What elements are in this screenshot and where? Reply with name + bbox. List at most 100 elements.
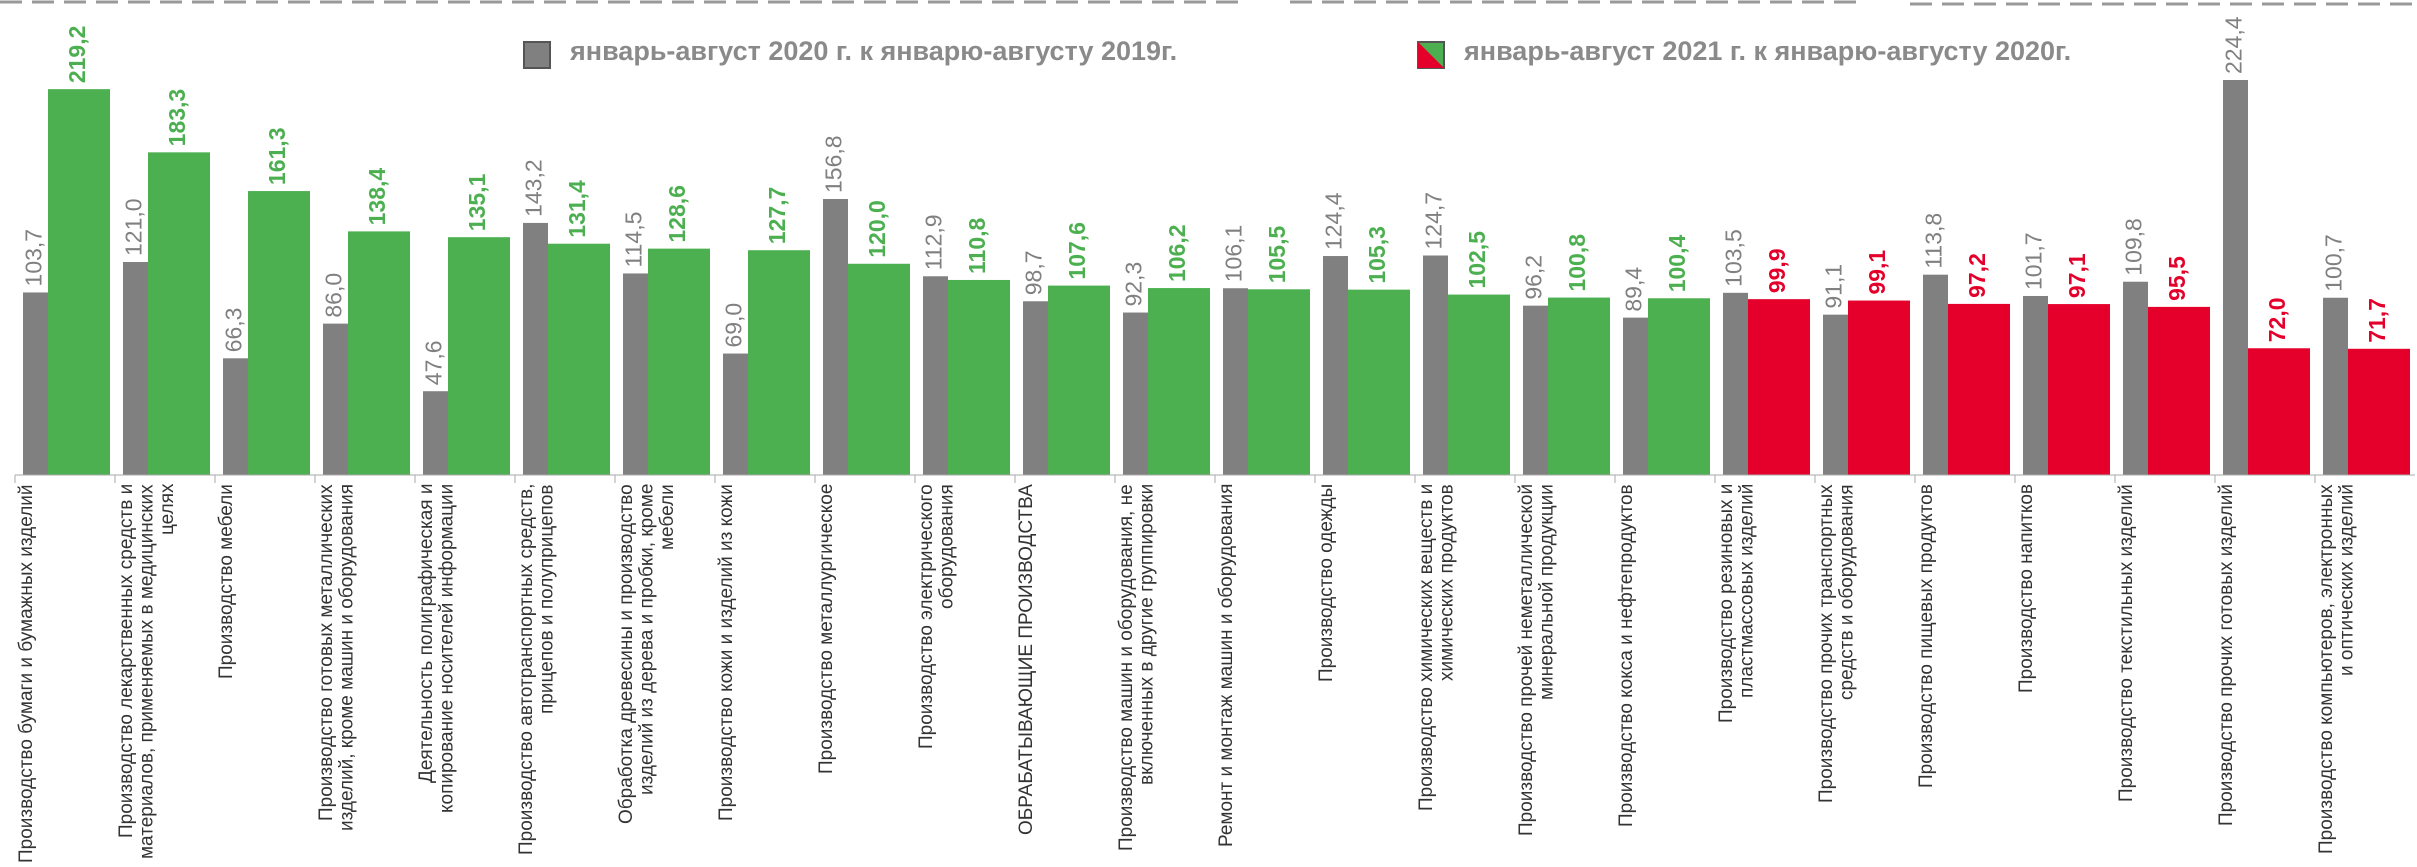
value-label: 99,9 <box>1764 248 1790 293</box>
value-label: 96,2 <box>1521 255 1547 300</box>
bar <box>948 279 1010 475</box>
legend-swatch <box>523 41 551 69</box>
value-label: 183,3 <box>164 89 190 147</box>
value-label: 71,7 <box>2364 298 2390 343</box>
value-label: 124,4 <box>1321 192 1347 250</box>
bar <box>223 358 248 475</box>
value-label: 95,5 <box>2164 256 2190 301</box>
bar <box>1223 288 1248 475</box>
bar <box>2023 295 2048 475</box>
x-tick-label: Производство химических веществ и химиче… <box>1417 484 1458 812</box>
x-tick-label: Обработка древесины и производство издел… <box>617 484 679 824</box>
value-label: 98,7 <box>1021 250 1047 295</box>
bar <box>823 198 848 476</box>
value-label: 127,7 <box>764 187 790 245</box>
bar <box>1648 298 1710 475</box>
bar <box>1148 288 1210 475</box>
x-tick-label: ОБРАБАТЫВАЮЩИЕ ПРОИЗВОДСТВА <box>1017 484 1037 835</box>
bar <box>2048 304 2110 475</box>
x-tick-label: Производство металлургическое <box>817 484 837 775</box>
value-label: 86,0 <box>321 273 347 318</box>
x-tick-label: Производство автотранспортных средств, п… <box>517 484 558 856</box>
bar <box>748 250 810 475</box>
value-label: 109,8 <box>2121 218 2147 276</box>
bar <box>2223 80 2248 475</box>
x-tick-label: Производство пищевых продуктов <box>1917 484 1937 788</box>
bar <box>548 243 610 475</box>
value-label: 107,6 <box>1064 222 1090 280</box>
bar <box>1723 292 1748 475</box>
value-label: 138,4 <box>364 168 390 226</box>
bar <box>2248 348 2310 475</box>
x-tick-label: Производство электрического оборудования <box>917 484 958 749</box>
x-tick-label: Производство кокса и нефтепродуктов <box>1617 484 1637 827</box>
value-label: 72,0 <box>2264 297 2290 342</box>
value-label: 114,5 <box>621 212 647 268</box>
bar <box>1823 314 1848 475</box>
value-label: 47,6 <box>421 340 447 385</box>
value-label: 97,2 <box>1964 253 1990 298</box>
bar <box>1023 301 1048 475</box>
bar <box>248 191 310 475</box>
value-label: 97,1 <box>2064 253 2090 298</box>
bar <box>923 276 948 475</box>
x-tick-label: Производство резиновых и пластмассовых и… <box>1717 484 1758 724</box>
value-label: 106,2 <box>1164 224 1190 282</box>
bar <box>423 391 448 475</box>
bar <box>848 263 910 475</box>
value-label: 112,9 <box>921 214 947 270</box>
value-label: 100,8 <box>1564 234 1590 292</box>
bar <box>1423 255 1448 475</box>
x-tick-label: Производство кожи и изделий из кожи <box>717 484 737 821</box>
bar <box>523 222 548 475</box>
bar <box>2123 281 2148 475</box>
value-label: 100,7 <box>2321 234 2347 292</box>
bar <box>1923 274 1948 475</box>
x-tick-label: Производство одежды <box>1317 484 1337 683</box>
bar <box>1323 256 1348 475</box>
bar <box>48 89 110 476</box>
bar <box>1623 317 1648 475</box>
value-label: 161,3 <box>264 128 290 186</box>
bar <box>1448 294 1510 475</box>
value-label: 105,5 <box>1264 226 1290 284</box>
bar <box>1848 300 1910 475</box>
x-tick-label: Производство мебели <box>217 484 237 679</box>
bar <box>1123 312 1148 475</box>
value-label: 102,5 <box>1464 231 1490 289</box>
value-label: 156,8 <box>821 135 847 193</box>
bar <box>1523 305 1548 475</box>
bar <box>148 152 210 475</box>
bar <box>1548 297 1610 475</box>
value-label: 69,0 <box>721 303 747 348</box>
value-label: 120,0 <box>864 200 890 258</box>
x-tick-label: Производство готовых металлических издел… <box>317 484 358 832</box>
legend-swatch-part <box>1418 42 1444 68</box>
bar <box>348 231 410 475</box>
value-label: 101,7 <box>2021 232 2047 290</box>
x-tick-label: Деятельность полиграфическая и копирован… <box>417 484 458 814</box>
value-label: 110,8 <box>964 217 990 273</box>
value-label: 103,7 <box>21 229 47 287</box>
value-label: 143,2 <box>521 159 547 217</box>
value-label: 128,6 <box>664 185 690 243</box>
x-tick-label: Производство компьютеров, электронных и … <box>2317 484 2358 854</box>
value-label: 113,8 <box>1921 213 1947 269</box>
x-tick-label: Ремонт и монтаж машин и оборудования <box>1217 484 1237 848</box>
value-label: 103,5 <box>1721 229 1747 287</box>
value-label: 92,3 <box>1121 262 1147 307</box>
bar <box>2348 348 2410 475</box>
value-label: 124,7 <box>1421 192 1447 250</box>
legend-label: январь-август 2021 г. к январю-августу 2… <box>1464 36 2072 66</box>
bar <box>723 353 748 475</box>
bar <box>2148 306 2210 475</box>
value-label: 99,1 <box>1864 250 1890 295</box>
bar <box>448 237 510 475</box>
bar <box>1048 285 1110 475</box>
value-label: 224,4 <box>2221 16 2247 74</box>
bar <box>323 323 348 475</box>
bar <box>1248 289 1310 475</box>
legend-label: январь-август 2020 г. к январю-августу 2… <box>570 36 1178 66</box>
